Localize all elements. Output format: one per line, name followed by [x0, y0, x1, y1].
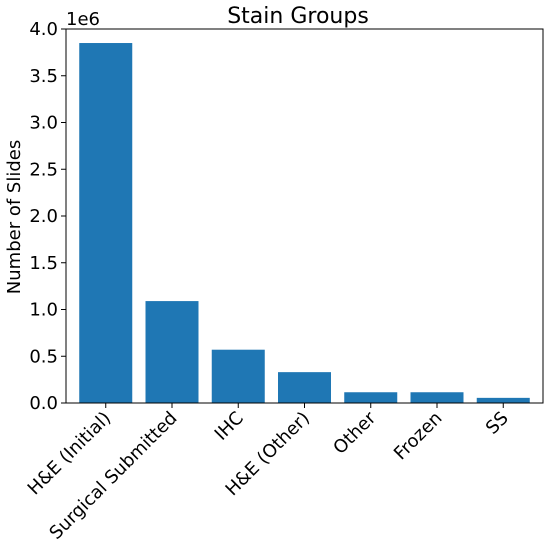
y-tick-label: 2.0: [29, 206, 58, 227]
x-tick-label: SS: [482, 408, 513, 439]
y-axis-ticks: 0.0 0.5 1.0 1.5 2.0 2.5 3.0 3.5 4.0: [29, 19, 66, 414]
x-tick-label: Other: [329, 407, 380, 458]
bar-0: [79, 43, 133, 404]
bar-2: [211, 349, 265, 403]
y-tick-label: 1.0: [29, 300, 58, 321]
x-tick-label: IHC: [211, 408, 248, 445]
bar-series: [79, 43, 530, 404]
bar-3: [278, 372, 331, 403]
bar-4: [344, 392, 398, 403]
y-tick-label: 3.0: [29, 113, 58, 134]
bar-5: [410, 392, 464, 403]
plot-frame: [65, 28, 544, 404]
x-tick-label: Surgical Submitted: [45, 408, 181, 544]
y-tick-label: 0.5: [29, 346, 58, 367]
y-axis-offset-label: 1e6: [66, 9, 100, 30]
y-tick-label: 2.5: [29, 159, 58, 180]
chart-title: Stain Groups: [227, 4, 369, 29]
y-tick-label: 0.0: [29, 393, 58, 414]
bar-6: [476, 397, 530, 403]
bar-1: [145, 301, 199, 403]
y-axis-label: Number of Slides: [4, 140, 25, 294]
y-tick-label: 1.5: [29, 253, 58, 274]
x-tick-label: Frozen: [390, 408, 447, 465]
y-tick-label: 4.0: [29, 19, 58, 40]
y-tick-label: 3.5: [29, 66, 58, 87]
